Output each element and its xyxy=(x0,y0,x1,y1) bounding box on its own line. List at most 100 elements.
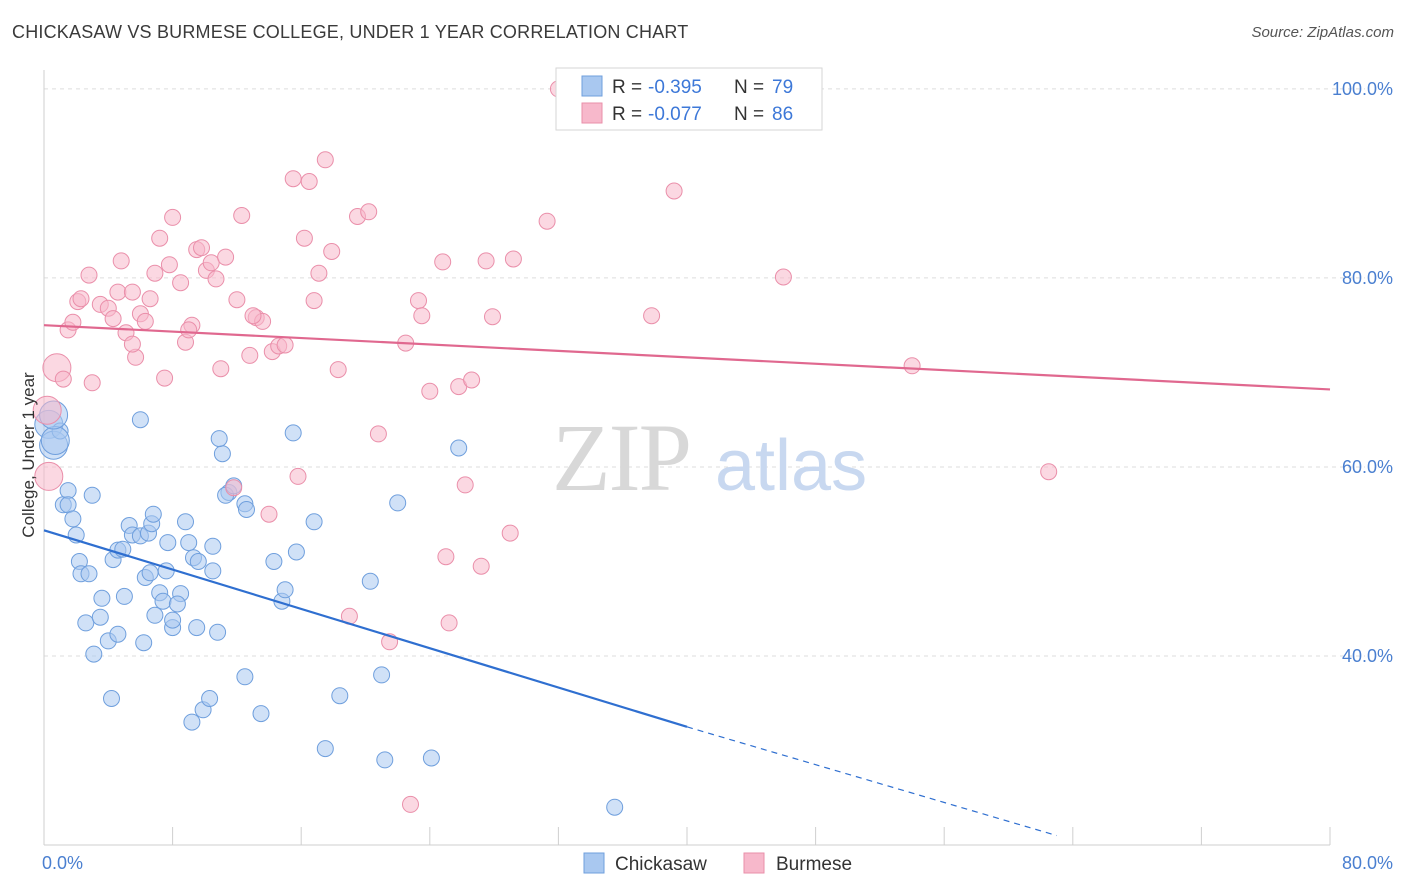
chickasaw-point xyxy=(209,623,227,641)
chickasaw-point xyxy=(213,445,231,463)
burmese-point xyxy=(180,321,198,339)
chickasaw-point xyxy=(189,553,207,570)
burmese-point xyxy=(643,307,661,325)
chickasaw-point xyxy=(83,486,101,504)
chickasaw-point xyxy=(85,645,103,663)
chickasaw-point xyxy=(183,713,201,731)
burmese-point xyxy=(477,252,495,270)
chickasaw-point xyxy=(103,690,120,707)
burmese-point xyxy=(146,264,164,282)
burmese-point xyxy=(463,371,481,389)
chickasaw-point xyxy=(180,534,198,552)
legend-r-label-2: R = xyxy=(612,104,642,125)
legend-n-label-1: N = xyxy=(734,77,764,98)
chickasaw-point xyxy=(238,501,255,518)
burmese-point xyxy=(413,307,431,325)
x-tick-label-max: 80.0% xyxy=(1342,853,1393,873)
burmese-point xyxy=(207,270,225,288)
burmese-point xyxy=(172,274,190,292)
legend-r-label-1: R = xyxy=(612,77,642,98)
y-tick-label-60: 60.0% xyxy=(1342,457,1393,477)
burmese-point xyxy=(434,253,452,271)
chickasaw-point xyxy=(159,534,177,552)
burmese-point xyxy=(360,203,378,221)
chickasaw-point xyxy=(265,553,283,570)
burmese-point xyxy=(284,170,302,188)
legend-swatch-burmese xyxy=(581,102,603,124)
chickasaw-point xyxy=(109,625,127,643)
burmese-point xyxy=(484,308,501,326)
burmese-point xyxy=(32,395,62,425)
burmese-point xyxy=(228,291,246,309)
burmese-point xyxy=(225,479,243,497)
x-tick-labels: 0.0% 80.0% xyxy=(42,853,1393,873)
chickasaw-point xyxy=(606,798,624,816)
burmese-point xyxy=(104,310,122,328)
chickasaw-trend-extension xyxy=(686,726,1057,837)
chickasaw-point xyxy=(422,749,440,767)
burmese-point xyxy=(34,461,64,491)
y-tick-label-100: 100.0% xyxy=(1332,79,1393,99)
watermark-atlas: atlas xyxy=(715,426,867,506)
burmese-point xyxy=(504,250,522,268)
burmese-point xyxy=(369,425,387,443)
chickasaw-point xyxy=(450,439,468,457)
chickasaw-point xyxy=(361,572,379,590)
burmese-point xyxy=(501,524,519,542)
burmese-point xyxy=(300,173,318,190)
burmese-point xyxy=(123,335,141,353)
chickasaw-point xyxy=(80,565,98,583)
burmese-point xyxy=(141,290,159,308)
burmese-point xyxy=(402,795,419,813)
bottom-legend-label-burmese: Burmese xyxy=(776,854,852,875)
legend-r-value-2: -0.077 xyxy=(648,104,702,125)
bottom-legend-swatch-burmese xyxy=(743,852,765,874)
correlation-legend: R = -0.395 N = 79 R = -0.077 N = 86 xyxy=(555,67,823,131)
burmese-point xyxy=(903,357,921,375)
chickasaw-point xyxy=(287,543,305,561)
chickasaw-point xyxy=(146,606,164,624)
chickasaw-point xyxy=(305,513,323,531)
chickasaw-point xyxy=(164,611,182,629)
y-tick-label-40: 40.0% xyxy=(1342,646,1393,666)
burmese-point xyxy=(217,248,235,266)
burmese-point xyxy=(440,614,458,632)
y-tick-labels: 40.0% 60.0% 80.0% 100.0% xyxy=(1332,79,1393,666)
burmese-point xyxy=(289,467,307,485)
burmese-point xyxy=(164,208,182,226)
chickasaw-point xyxy=(204,562,222,580)
burmese-point xyxy=(83,374,101,392)
burmese-point xyxy=(72,290,90,308)
grid-lines xyxy=(44,88,1365,657)
chickasaw-point xyxy=(141,564,159,582)
burmese-point xyxy=(212,360,230,378)
burmese-point xyxy=(774,268,792,286)
chickasaw-point xyxy=(188,619,206,637)
burmese-point xyxy=(316,151,334,169)
chickasaw-point xyxy=(316,740,334,758)
burmese-point xyxy=(151,229,169,247)
source-label: Source: ZipAtlas.com xyxy=(1251,24,1394,41)
burmese-point xyxy=(123,283,141,301)
axes xyxy=(43,70,1331,846)
burmese-point xyxy=(456,476,474,494)
chickasaw-point xyxy=(373,666,391,684)
burmese-point xyxy=(538,212,556,230)
chickasaw-point xyxy=(77,614,95,632)
chickasaw-point xyxy=(93,589,111,607)
bottom-legend-label-chickasaw: Chickasaw xyxy=(615,854,707,875)
chickasaw-point xyxy=(276,581,294,599)
burmese-point xyxy=(276,336,294,354)
burmese-point xyxy=(193,239,210,257)
chickasaw-point xyxy=(135,634,153,652)
burmese-point xyxy=(472,557,490,575)
chickasaw-point xyxy=(204,537,222,555)
watermark-zip: ZIP xyxy=(552,404,690,511)
chickasaw-point xyxy=(144,505,162,523)
legend-n-value-1: 79 xyxy=(772,77,793,98)
chickasaw-point xyxy=(331,687,349,705)
chickasaw-point xyxy=(236,668,254,686)
chickasaw-point xyxy=(59,496,77,514)
chickasaw-point xyxy=(131,411,149,429)
